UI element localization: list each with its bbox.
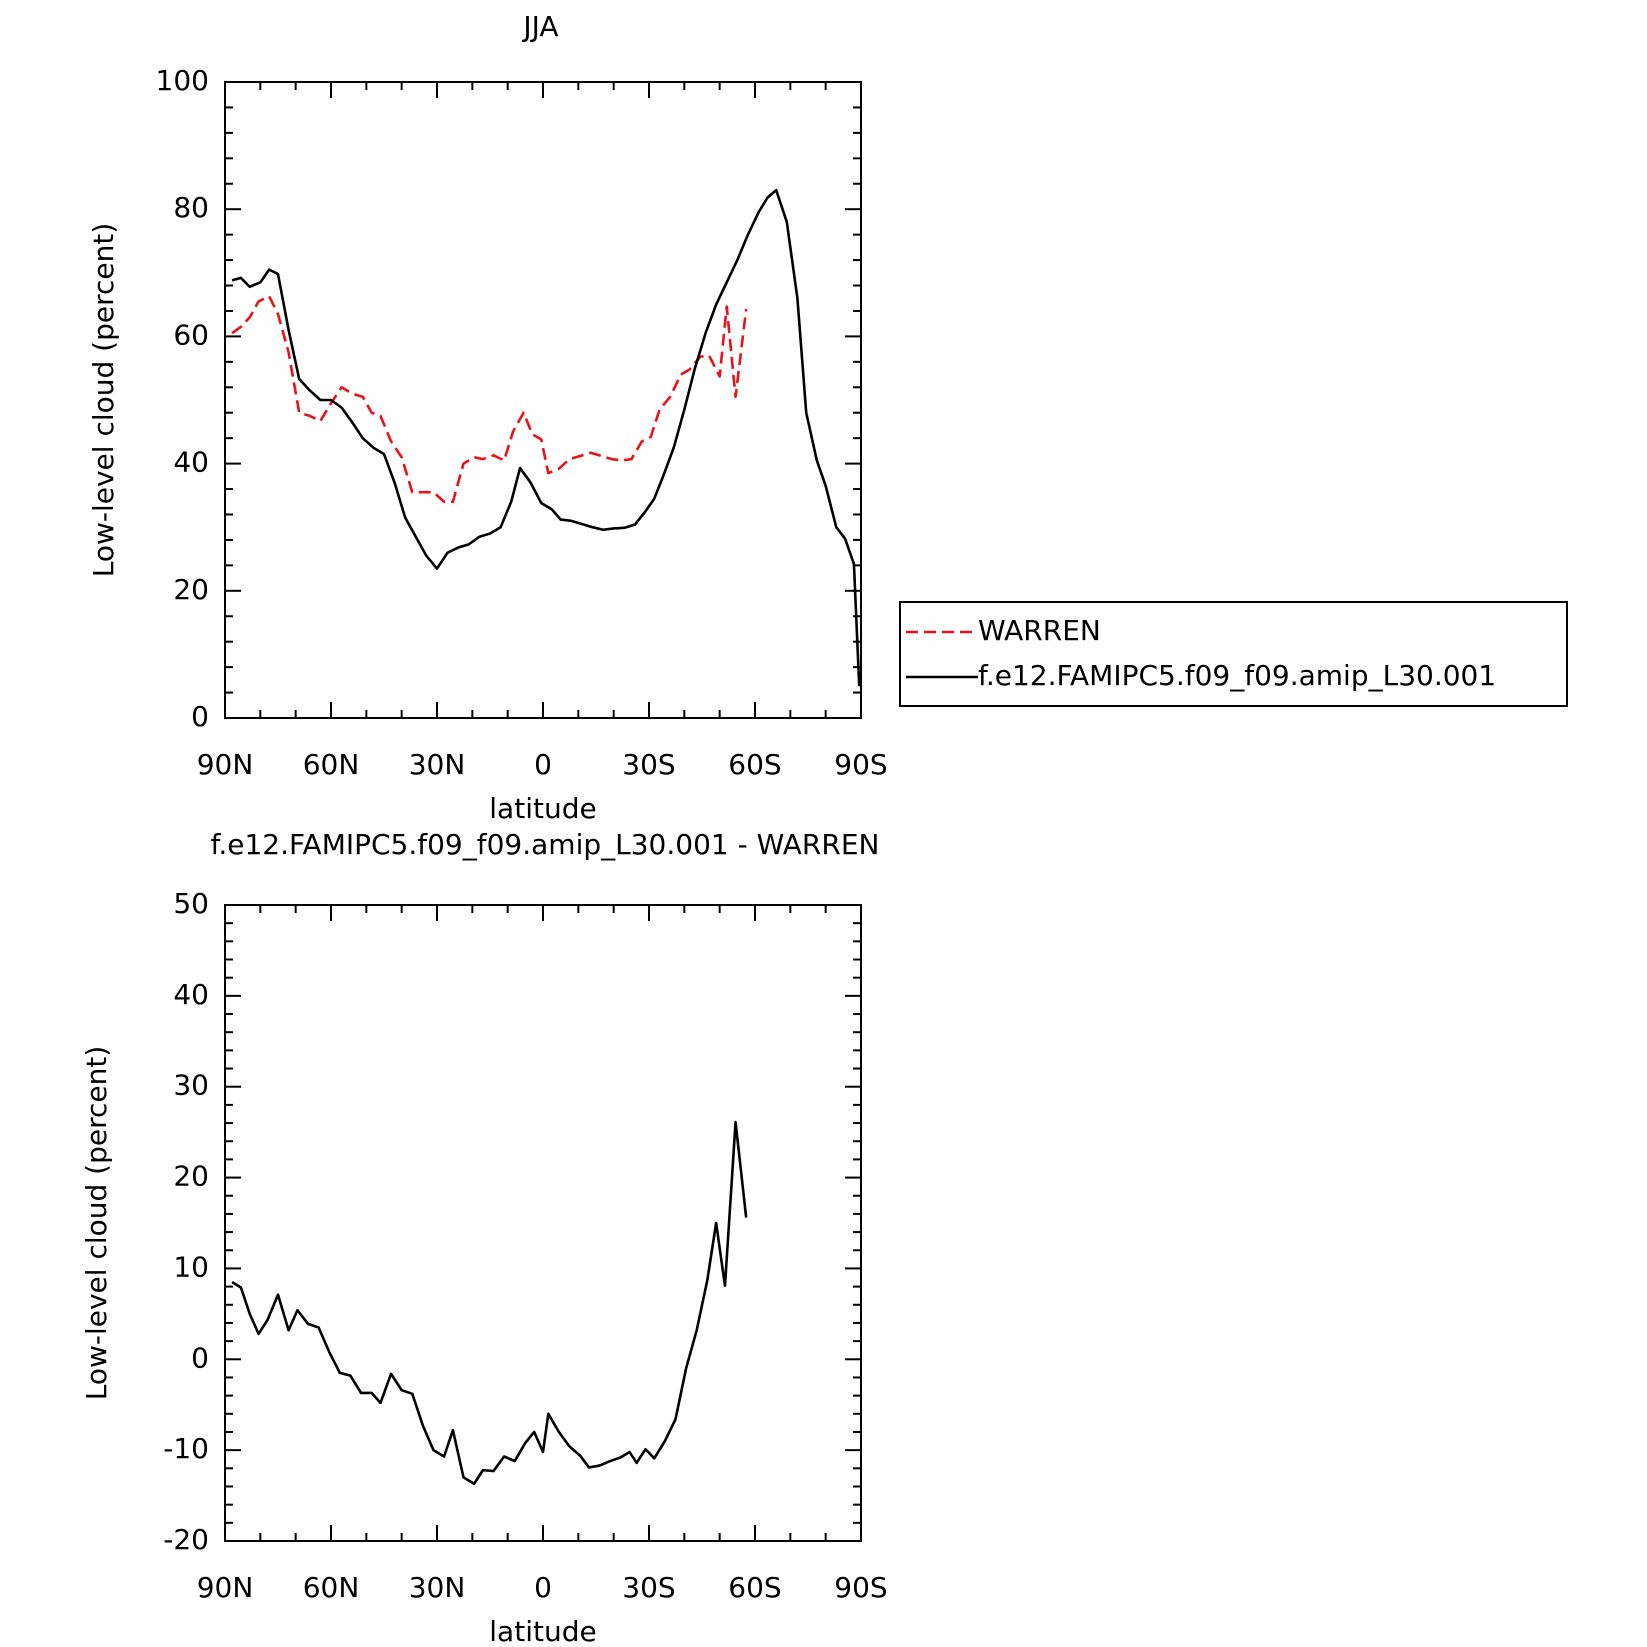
chart-title: JJA — [521, 10, 558, 43]
y-tick-label: 60 — [173, 318, 209, 351]
y-tick-label: 0 — [191, 1341, 209, 1374]
x-tick-label: 30N — [409, 748, 466, 781]
y-tick-label: 50 — [173, 887, 209, 920]
y-axis-label: Low-level cloud (percent) — [80, 1046, 113, 1401]
legend-label: f.e12.FAMIPC5.f09_f09.amip_L30.001 — [978, 659, 1496, 692]
y-tick-label: 20 — [173, 573, 209, 606]
x-tick-label: 90N — [197, 748, 254, 781]
x-tick-label: 60S — [728, 748, 781, 781]
legend-label: WARREN — [978, 614, 1101, 647]
x-tick-label: 30S — [622, 748, 675, 781]
y-tick-label: 40 — [173, 978, 209, 1011]
y-tick-label: -20 — [163, 1523, 209, 1556]
y-tick-label: 10 — [173, 1250, 209, 1283]
data-line — [231, 295, 748, 504]
y-tick-label: 0 — [191, 700, 209, 733]
legend-box — [899, 601, 1568, 707]
y-tick-label: 80 — [173, 191, 209, 224]
x-tick-label: 30S — [622, 1571, 675, 1604]
y-tick-label: 40 — [173, 446, 209, 479]
y-tick-label: 20 — [173, 1160, 209, 1193]
x-axis-label: latitude — [489, 792, 596, 825]
y-tick-label: 100 — [156, 64, 209, 97]
y-axis-label: Low-level cloud (percent) — [87, 223, 120, 578]
x-tick-label: 90S — [834, 1571, 887, 1604]
data-line — [231, 188, 861, 687]
y-tick-label: -10 — [163, 1432, 209, 1465]
x-tick-label: 0 — [534, 1571, 552, 1604]
x-tick-label: 90S — [834, 748, 887, 781]
x-tick-label: 60N — [303, 748, 360, 781]
data-line — [231, 1120, 748, 1486]
chart-title: f.e12.FAMIPC5.f09_f09.amip_L30.001 - WAR… — [211, 828, 880, 861]
x-tick-label: 0 — [534, 748, 552, 781]
x-tick-label: 90N — [197, 1571, 254, 1604]
x-tick-label: 60S — [728, 1571, 781, 1604]
x-tick-label: 60N — [303, 1571, 360, 1604]
x-axis-label: latitude — [489, 1615, 596, 1647]
y-tick-label: 30 — [173, 1069, 209, 1102]
x-tick-label: 30N — [409, 1571, 466, 1604]
